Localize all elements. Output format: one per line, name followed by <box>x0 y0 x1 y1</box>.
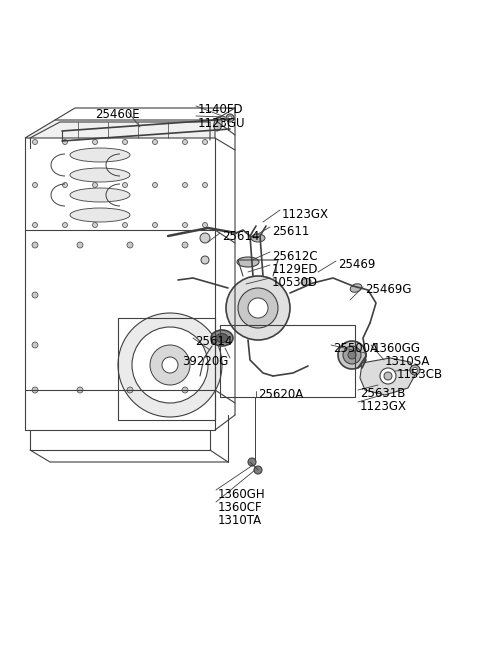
Circle shape <box>248 298 268 318</box>
Circle shape <box>228 116 232 120</box>
Circle shape <box>77 387 83 393</box>
Circle shape <box>118 313 222 417</box>
Text: 1123GU: 1123GU <box>198 117 245 130</box>
Circle shape <box>182 242 188 248</box>
Text: 25614: 25614 <box>195 335 232 348</box>
Polygon shape <box>360 358 415 395</box>
Circle shape <box>226 114 234 122</box>
Circle shape <box>203 222 207 228</box>
Circle shape <box>380 368 396 384</box>
Circle shape <box>348 351 356 359</box>
Text: 1153CB: 1153CB <box>397 368 443 381</box>
Circle shape <box>153 182 157 188</box>
Circle shape <box>122 140 128 144</box>
Circle shape <box>122 222 128 228</box>
Circle shape <box>33 182 37 188</box>
Ellipse shape <box>301 278 311 285</box>
Circle shape <box>32 342 38 348</box>
Circle shape <box>132 327 208 403</box>
Ellipse shape <box>214 117 222 131</box>
Text: 25631B: 25631B <box>360 387 406 400</box>
Circle shape <box>248 458 256 466</box>
Ellipse shape <box>70 168 130 182</box>
Circle shape <box>384 372 392 380</box>
Text: 10530D: 10530D <box>272 276 318 289</box>
Circle shape <box>203 140 207 144</box>
Circle shape <box>182 140 188 144</box>
Circle shape <box>226 276 290 340</box>
Text: 25620A: 25620A <box>258 388 303 401</box>
Bar <box>220 325 355 397</box>
Polygon shape <box>25 120 215 138</box>
Circle shape <box>238 288 278 328</box>
Circle shape <box>93 140 97 144</box>
Text: 25614: 25614 <box>222 230 259 243</box>
Text: 25460E: 25460E <box>95 108 140 121</box>
Text: 25469: 25469 <box>338 258 375 271</box>
Circle shape <box>182 387 188 393</box>
Ellipse shape <box>211 330 233 346</box>
Ellipse shape <box>237 257 259 267</box>
Text: 1310SA: 1310SA <box>385 355 431 368</box>
Circle shape <box>153 140 157 144</box>
Circle shape <box>127 242 133 248</box>
Circle shape <box>93 222 97 228</box>
Text: 1310TA: 1310TA <box>218 514 262 527</box>
Text: 25469G: 25469G <box>365 283 411 296</box>
Text: 1123GX: 1123GX <box>282 208 329 221</box>
Ellipse shape <box>350 283 362 293</box>
Circle shape <box>32 242 38 248</box>
Ellipse shape <box>70 208 130 222</box>
Circle shape <box>201 256 209 264</box>
Circle shape <box>62 182 68 188</box>
Circle shape <box>77 242 83 248</box>
Circle shape <box>153 222 157 228</box>
Text: 1360GH: 1360GH <box>218 488 265 501</box>
Circle shape <box>182 182 188 188</box>
Circle shape <box>150 345 190 385</box>
Circle shape <box>32 387 38 393</box>
Circle shape <box>62 222 68 228</box>
Text: 1360GG: 1360GG <box>373 342 421 355</box>
Circle shape <box>32 292 38 298</box>
Circle shape <box>62 140 68 144</box>
Text: 39220G: 39220G <box>182 355 228 368</box>
Circle shape <box>338 341 366 369</box>
Text: 1360CF: 1360CF <box>218 501 263 514</box>
Circle shape <box>410 365 420 375</box>
Ellipse shape <box>70 148 130 162</box>
Circle shape <box>122 182 128 188</box>
Text: 25500A: 25500A <box>333 342 378 355</box>
Text: 25612C: 25612C <box>272 250 318 263</box>
Text: 1140FD: 1140FD <box>198 103 244 116</box>
Ellipse shape <box>251 234 265 242</box>
Ellipse shape <box>216 333 228 342</box>
Circle shape <box>182 222 188 228</box>
Circle shape <box>412 367 418 373</box>
Circle shape <box>254 466 262 474</box>
Circle shape <box>33 222 37 228</box>
Circle shape <box>33 140 37 144</box>
Circle shape <box>93 182 97 188</box>
Circle shape <box>203 182 207 188</box>
Circle shape <box>200 233 210 243</box>
Text: 25611: 25611 <box>272 225 310 238</box>
Text: 1129ED: 1129ED <box>272 263 319 276</box>
Text: 1123GX: 1123GX <box>360 400 407 413</box>
Circle shape <box>127 387 133 393</box>
Circle shape <box>343 346 361 364</box>
Circle shape <box>162 357 178 373</box>
Ellipse shape <box>70 188 130 202</box>
